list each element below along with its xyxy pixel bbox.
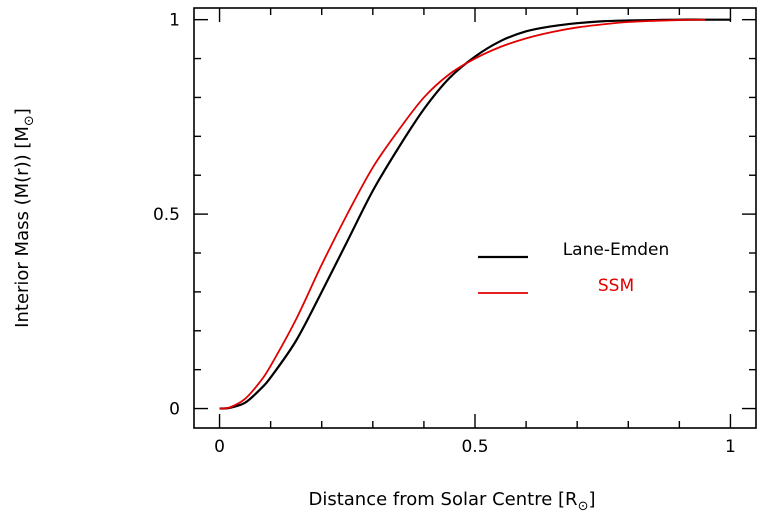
y-tick-label: 0: [169, 400, 180, 420]
x-tick-label: 1: [725, 437, 736, 457]
y-axis-label-unit: ⊙: [22, 115, 37, 126]
x-tick-label: 0.5: [461, 437, 488, 457]
x-tick-label: 0: [214, 437, 225, 457]
plot-marks: 0 0.5 1 0 0.5 1 Lane-Emden SSM: [153, 8, 756, 457]
x-axis-label-text: Distance from Solar Centre [R: [308, 489, 577, 510]
y-tick-label: 1: [169, 11, 180, 31]
x-axis-label-close: ]: [588, 489, 595, 510]
y-axis-label: Interior Mass (M(r)) [M⊙]: [12, 108, 37, 328]
legend-label: Lane-Emden: [563, 240, 670, 260]
series-line-ssm: [219, 18, 705, 410]
plot-frame: [193, 7, 757, 429]
x-axis-label-unit: ⊙: [578, 499, 589, 513]
y-axis-label-text: Interior Mass (M(r)) [M: [12, 126, 33, 328]
y-tick-label: 0.5: [153, 205, 180, 225]
x-axis-label: Distance from Solar Centre [R⊙]: [308, 489, 595, 513]
legend-label: SSM: [598, 276, 634, 296]
series-line-lane-emden: [219, 18, 731, 410]
y-axis-label-close: ]: [12, 108, 33, 115]
